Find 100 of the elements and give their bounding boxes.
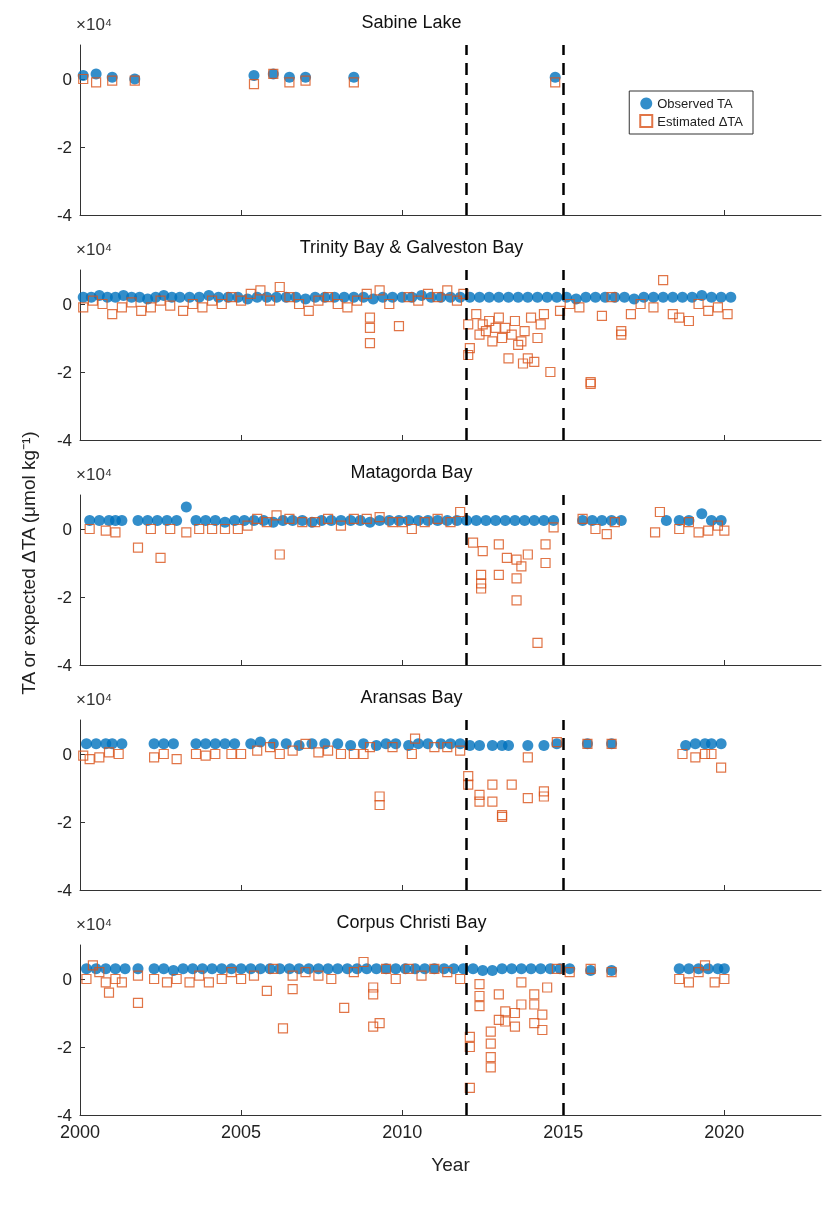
point [463,771,474,782]
point [284,77,295,88]
point [387,742,398,753]
point [715,738,727,750]
point [149,752,160,763]
point [132,515,144,526]
point [406,748,417,760]
x-tick-label: 2000 [59,1122,101,1142]
point [519,515,531,526]
point [248,70,260,82]
text: ×10⁴ [76,915,113,934]
y-tick-label: 0 [62,69,72,89]
point [716,762,727,773]
y-tick-label: -2 [56,587,72,607]
point [200,738,212,750]
y-tick-label: -2 [56,137,72,157]
point [94,752,105,763]
point [528,515,540,526]
point [274,748,285,760]
point [171,754,182,765]
y-axis-title: TA or expected ΔTA (μmol kg⁻¹) [17,430,40,695]
point [190,738,202,750]
point [699,748,711,760]
point [509,515,521,526]
point [93,515,105,526]
point [335,748,347,760]
chart-title: Trinity Bay & Galveston Bay [299,237,524,257]
y-tick-label: -2 [56,1037,72,1057]
point [332,738,344,750]
point [219,738,231,750]
point [90,738,102,750]
point [442,742,453,753]
point [235,748,247,760]
point [480,515,492,526]
point [80,738,92,750]
point [158,738,170,750]
point [209,738,221,750]
point [264,742,276,753]
point [690,752,701,763]
point [490,515,502,526]
x-tick-label: 2010 [382,1122,423,1142]
point [522,793,533,804]
x-axis-title: Year [431,1154,471,1175]
point [522,740,534,751]
chart-title: Corpus Christi Bay [336,912,487,932]
y-tick-label: -4 [56,430,72,450]
text: ×10⁴ [76,690,113,709]
chart-title: Matagorda Bay [350,462,473,482]
point [706,748,717,760]
point [300,75,311,86]
point [229,738,241,750]
x-tick-label: 2020 [704,1122,745,1142]
point [200,750,211,761]
point [167,738,179,750]
point [474,789,485,800]
y-tick-label: 0 [62,519,72,539]
point [455,745,466,756]
point [248,79,260,90]
x-tick-label: 2005 [221,1122,262,1142]
y-tick-label: -4 [56,1105,72,1125]
point [538,791,550,802]
point [116,515,128,526]
point [374,791,385,802]
y-tick-label: -4 [56,205,72,225]
point [84,754,95,765]
text: ×10⁴ [76,240,113,259]
point [538,786,550,797]
point [474,740,485,751]
point [474,796,485,807]
point [486,740,498,751]
y-tick-label: -4 [56,655,72,675]
y-tick-label: 0 [62,744,72,764]
point [180,501,192,513]
point [409,733,421,744]
point [358,748,369,760]
chart-title: Aransas Bay [360,687,463,707]
text: ×10⁴ [76,465,113,484]
point [148,738,160,750]
point [522,752,533,763]
point [322,745,334,756]
point [300,738,311,749]
point [374,799,385,811]
chart-title: Sabine Lake [361,12,462,32]
point [364,742,376,753]
y-tick-label: 0 [62,294,72,314]
point [550,77,561,88]
point [660,515,672,526]
y-tick-label: -4 [56,880,72,900]
point [116,738,128,750]
point [503,740,514,751]
point [348,77,359,88]
point [107,75,118,86]
y-tick-label: 0 [62,969,72,989]
point [487,779,498,790]
point [499,515,511,526]
point [487,796,498,807]
point [226,748,237,760]
point [677,748,688,760]
point [348,748,359,760]
text: ×10⁴ [76,15,113,34]
